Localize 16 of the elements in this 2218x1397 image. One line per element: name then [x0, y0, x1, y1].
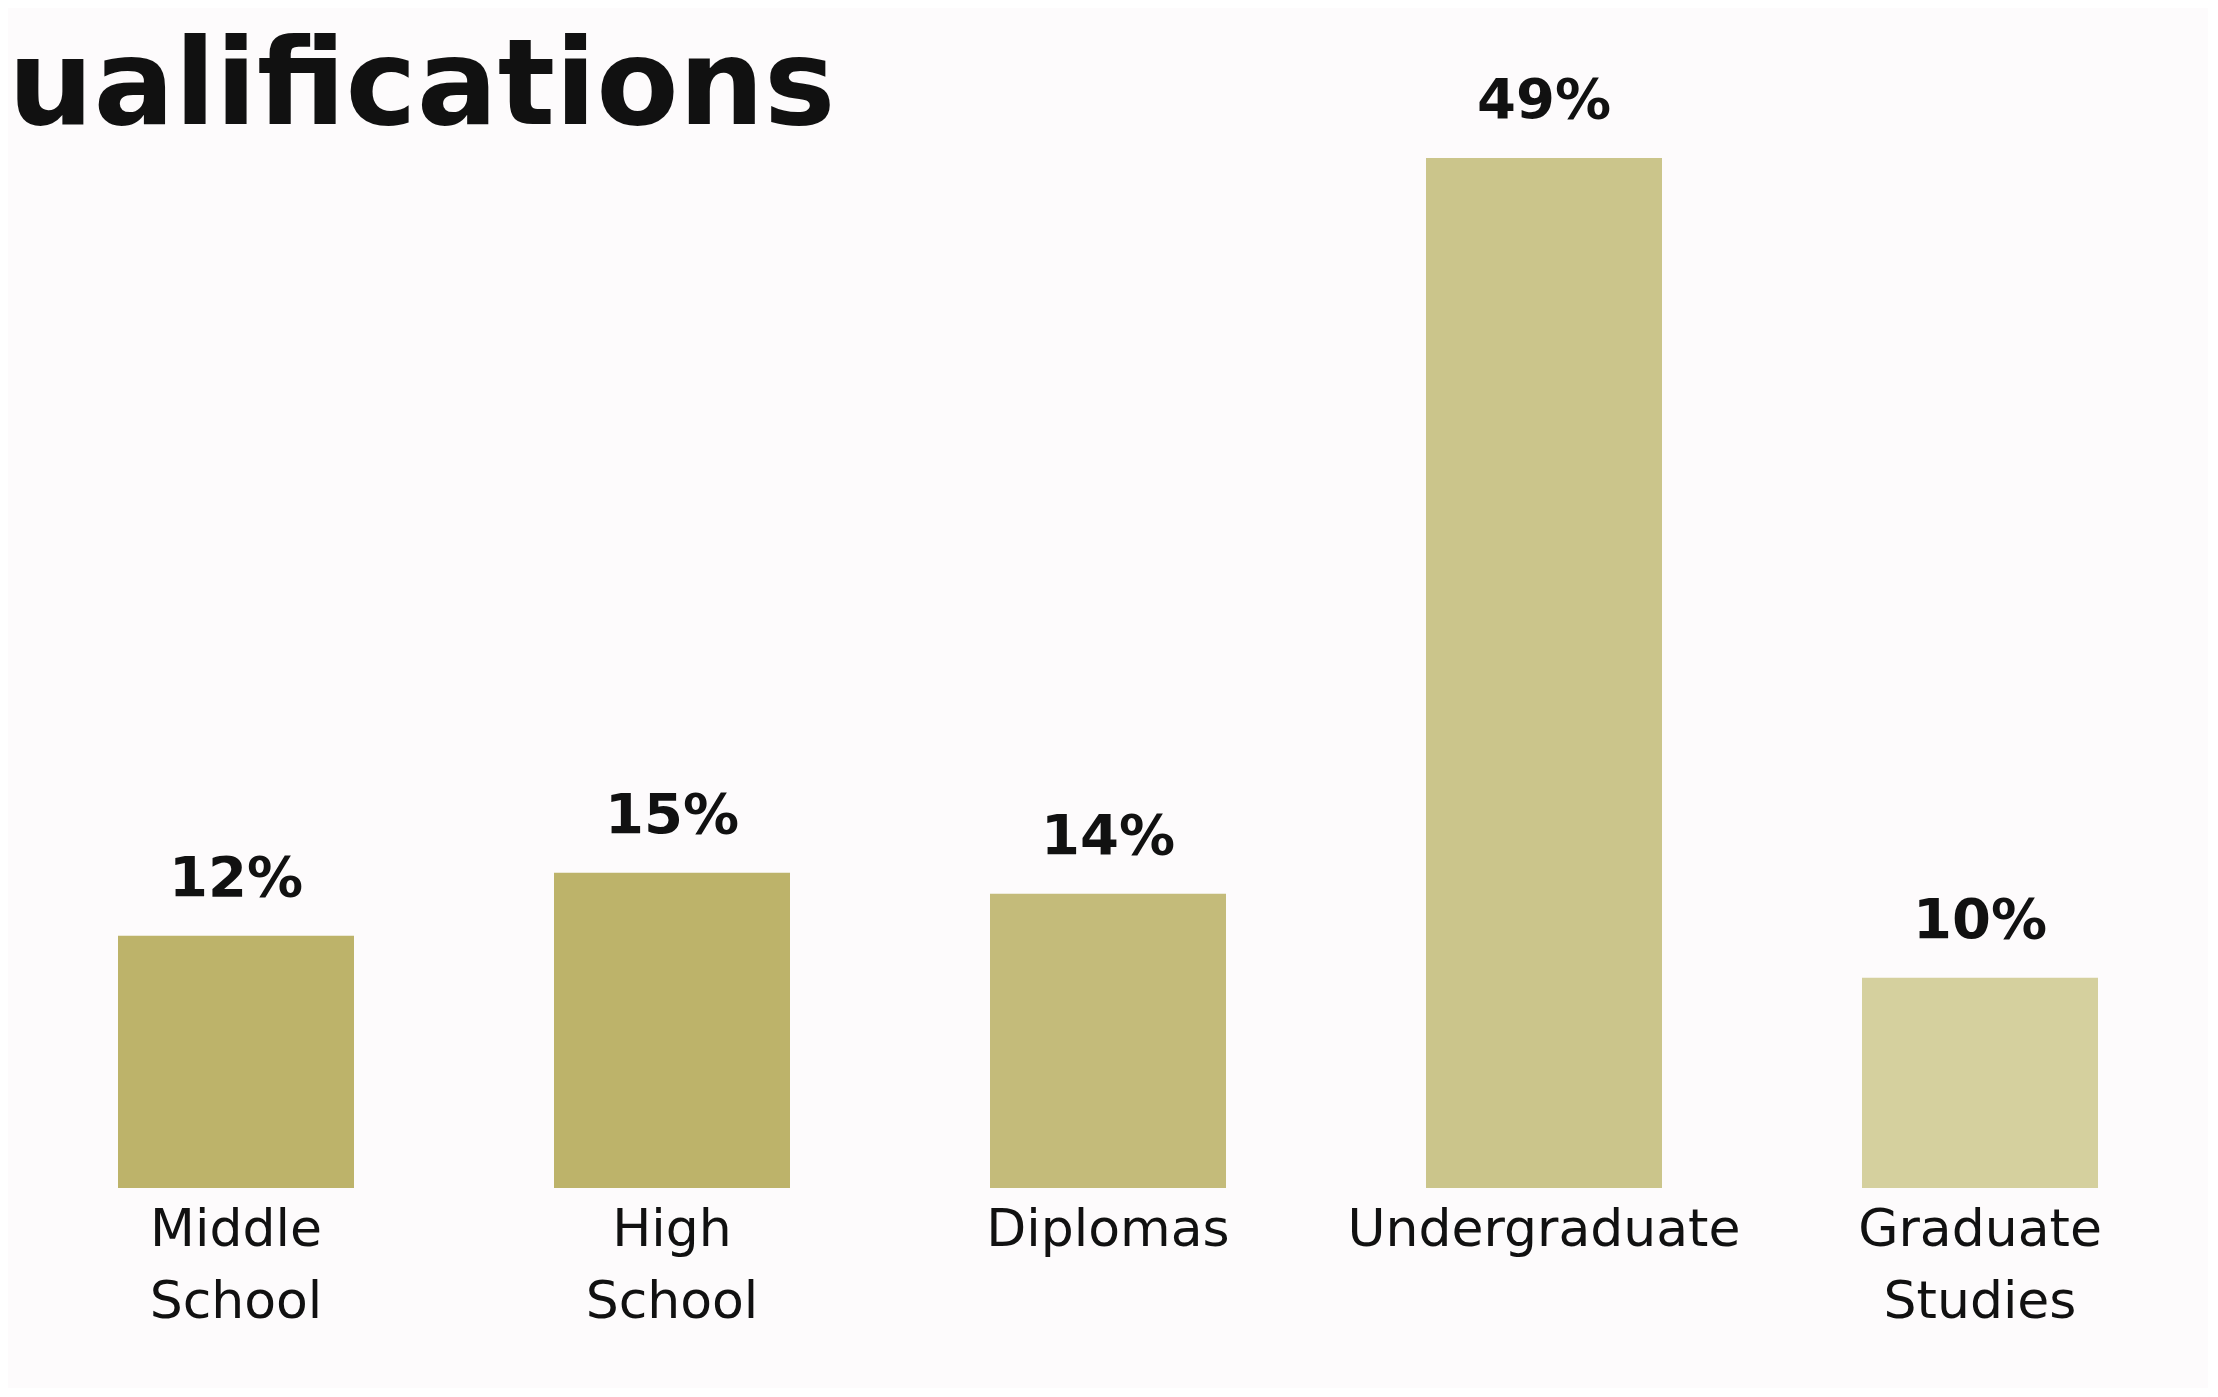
data-label: 14% — [1040, 801, 1176, 867]
bar — [990, 893, 1226, 1188]
bar — [554, 872, 790, 1188]
bar — [118, 935, 354, 1188]
data-label: 10% — [1912, 885, 2048, 951]
x-tick-label: Middle School — [149, 1198, 323, 1330]
bar — [1862, 977, 2098, 1188]
x-tick-label: Graduate Studies — [1858, 1198, 2102, 1330]
data-label: 15% — [604, 780, 740, 846]
chart-title: ualifications — [8, 12, 836, 154]
x-tick-label: Diplomas — [986, 1198, 1230, 1258]
data-label: 49% — [1476, 66, 1612, 131]
bar — [1426, 158, 1662, 1188]
data-label: 12% — [168, 843, 304, 909]
x-tick-label: High School — [585, 1198, 759, 1330]
x-tick-label: Undergraduate — [1347, 1198, 1741, 1258]
